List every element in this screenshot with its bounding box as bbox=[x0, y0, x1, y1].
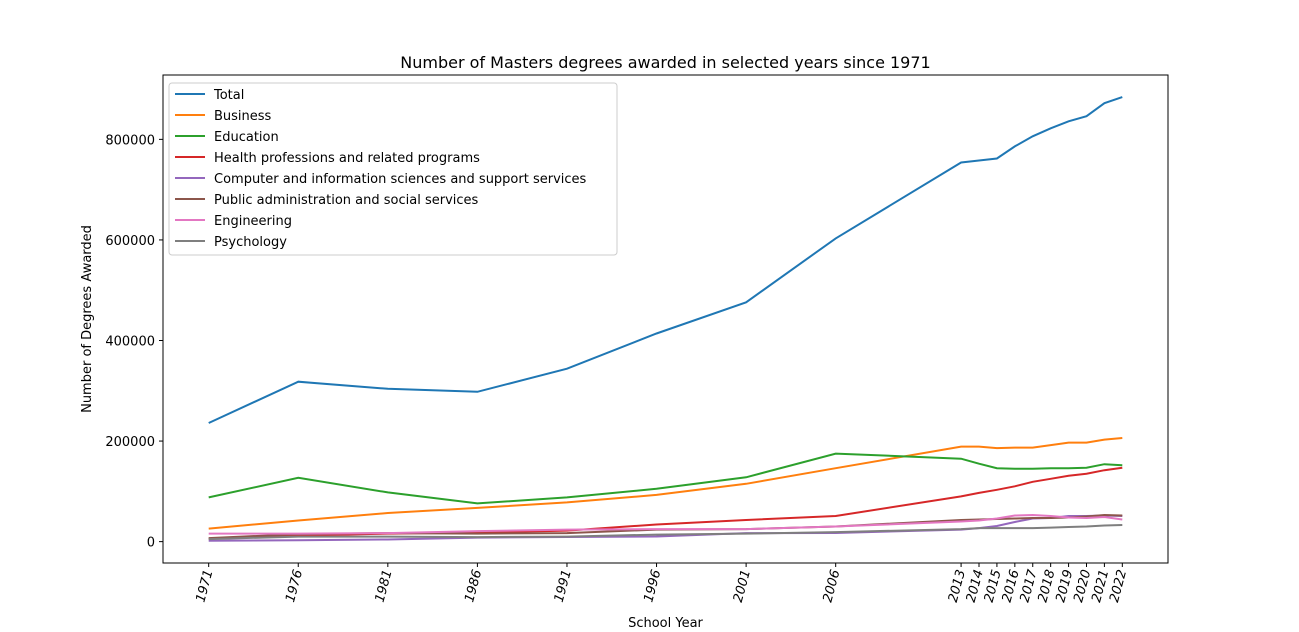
y-axis-ticks: 0 200000 400000 600000 800000 bbox=[105, 133, 163, 551]
legend-label: Engineering bbox=[214, 214, 292, 229]
x-tick-label: 2001 bbox=[731, 568, 754, 604]
legend-label: Computer and information sciences and su… bbox=[214, 172, 587, 187]
y-tick-label: 600000 bbox=[105, 234, 155, 249]
series-line-1 bbox=[208, 437, 1123, 530]
x-axis-ticks: 1971 1976 1981 1986 1991 1996 2001 2006 20132014… bbox=[193, 563, 1130, 604]
x-tick-label: 1976 bbox=[283, 568, 306, 604]
series-line-2 bbox=[208, 452, 1123, 505]
x-tick-label: 1981 bbox=[373, 568, 396, 604]
y-tick-label: 400000 bbox=[105, 334, 155, 349]
x-tick-label: 1971 bbox=[193, 568, 216, 604]
series-line-7 bbox=[208, 524, 1123, 541]
x-tick-label: 1986 bbox=[462, 568, 485, 604]
y-tick-label: 200000 bbox=[105, 435, 155, 450]
y-axis-label: Number of Degrees Awarded bbox=[80, 225, 95, 413]
legend-label: Public administration and social service… bbox=[214, 193, 479, 208]
series-line-6 bbox=[208, 513, 1123, 535]
legend-label: Education bbox=[214, 130, 279, 145]
legend-label: Total bbox=[213, 88, 244, 103]
x-tick-label: 1996 bbox=[641, 568, 664, 604]
legend-label: Business bbox=[214, 109, 272, 124]
legend: Total Business Education Health professions… bbox=[168, 82, 618, 256]
x-axis-label: School Year bbox=[628, 616, 703, 631]
x-tick-label: 2006 bbox=[820, 568, 843, 604]
legend-label: Psychology bbox=[214, 235, 287, 250]
legend-label: Health professions and related programs bbox=[214, 151, 480, 166]
series-lines bbox=[208, 96, 1123, 542]
y-tick-label: 0 bbox=[147, 536, 155, 551]
plot-frame bbox=[162, 74, 1169, 564]
y-tick-label: 800000 bbox=[105, 133, 155, 148]
chart-title: Number of Masters degrees awarded in sel… bbox=[400, 53, 930, 72]
x-tick-label: 1991 bbox=[552, 568, 575, 604]
series-line-0 bbox=[208, 96, 1123, 424]
legend-box bbox=[168, 82, 618, 256]
